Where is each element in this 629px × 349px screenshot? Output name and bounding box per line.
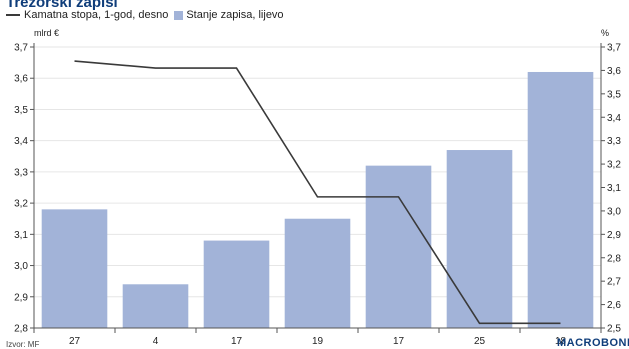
left-tick-label: 2,8 (14, 324, 28, 335)
right-tick-label: 2,5 (607, 324, 621, 335)
bars (41, 71, 594, 328)
bar (284, 218, 351, 328)
bar (122, 284, 189, 328)
rate-polyline (74, 60, 561, 325)
right-tick-label: 2,7 (607, 277, 621, 288)
bar (41, 209, 108, 328)
left-tick-label: 3,5 (14, 105, 28, 116)
legend-label-line: Kamatna stopa, 1-god, desno (24, 9, 169, 21)
bar (365, 165, 432, 328)
x-tick-label-day: 19 (312, 336, 324, 347)
right-tick-label: 3,5 (607, 89, 621, 100)
right-tick-label: 3,7 (607, 43, 621, 54)
left-tick-label: 3,6 (14, 74, 28, 85)
axes: 3,7 3,6 3,5 3,4 3,3 3,2 3,1 3,0 2,9 2,8 3,7 3,6 3,5 3… (14, 43, 621, 348)
left-tick-label: 3,1 (14, 230, 28, 241)
source-note: Izvor: MF (6, 340, 40, 349)
bar (446, 150, 513, 328)
legend-label-bar: Stanje zapisa, lijevo (186, 9, 284, 21)
right-tick-label: 2,8 (607, 253, 621, 264)
legend-line-swatch (6, 14, 20, 16)
left-tick-label: 3,2 (14, 199, 28, 210)
right-tick-label: 3,3 (607, 136, 621, 147)
chart-title: Trezorski zapisi (6, 0, 118, 11)
right-tick-label: 3,0 (607, 206, 621, 217)
bar (203, 240, 270, 328)
left-tick-label: 3,3 (14, 167, 28, 178)
right-tick-label: 3,4 (607, 113, 621, 124)
left-tick-label: 3,7 (14, 43, 28, 54)
x-tick-label-day: 25 (474, 336, 486, 347)
left-tick-label: 2,9 (14, 292, 28, 303)
left-tick-label: 3,4 (14, 136, 28, 147)
right-tick-label: 2,6 (607, 300, 621, 311)
legend: Kamatna stopa, 1-god, desno Stanje zapis… (6, 9, 284, 21)
right-axis-unit: % (601, 28, 609, 38)
x-tick-label-day: 18 (555, 336, 567, 347)
right-tick-label: 3,2 (607, 160, 621, 171)
x-tick-label-day: 27 (69, 336, 81, 347)
bar (527, 71, 594, 328)
x-tick-label-day: 17 (393, 336, 405, 347)
left-axis-unit: mlrd € (34, 28, 59, 38)
x-tick-label-day: 4 (153, 336, 159, 347)
left-tick-label: 3,0 (14, 261, 28, 272)
right-tick-label: 3,6 (607, 66, 621, 77)
macrobond-logo: MACROBOND (557, 337, 629, 349)
right-tick-label: 3,1 (607, 183, 621, 194)
x-tick-label-day: 17 (231, 336, 243, 347)
legend-bar-swatch (174, 10, 184, 20)
rate-line (74, 60, 561, 325)
right-tick-label: 2,9 (607, 230, 621, 241)
